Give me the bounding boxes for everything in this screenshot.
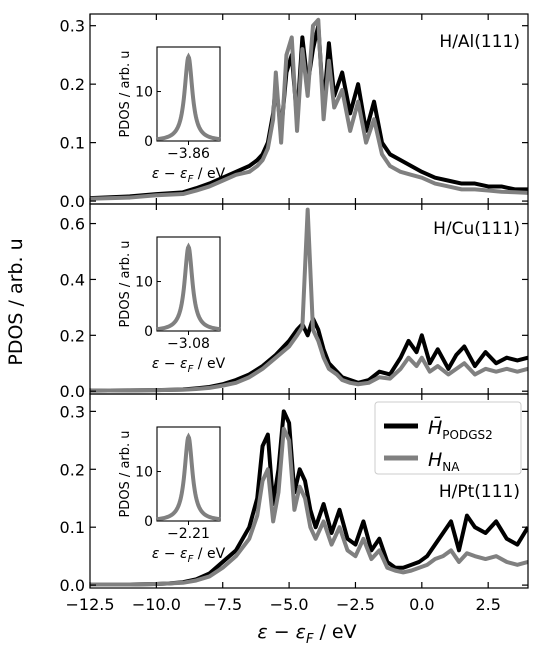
y-tick-label: 0.1 — [60, 518, 85, 537]
inset-y-tick-label: 0 — [144, 134, 153, 150]
x-tick-label: −10.0 — [132, 595, 181, 614]
y-tick-label: 0.6 — [60, 215, 85, 234]
inset-x-tick-label: −2.21 — [167, 526, 210, 542]
y-tick-label: 0.1 — [60, 134, 85, 153]
legend-label-podgs2: H̄PODGS2 — [428, 415, 493, 442]
legend-label-na-sub: NA — [442, 460, 460, 474]
x-tick-label: 0.0 — [409, 595, 434, 614]
inset-plot: 0 10 −3.86 ε − εF / eV PDOS / arb. u — [118, 46, 226, 185]
legend: H̄PODGS2 HNA — [374, 401, 522, 475]
y-tick-label: 0.0 — [60, 192, 85, 211]
series-line-na — [90, 207, 528, 393]
series-line-na — [90, 17, 528, 201]
panel-h-pt111: 0.0 0.1 0.2 0.3 −12.5 −10.0 −7.5 −5.0 −2.5 0.0 2.5… — [60, 393, 529, 614]
y-tick-label: 0.4 — [60, 270, 85, 289]
inset-x-tick-label: −3.86 — [167, 146, 210, 162]
inset-plot: 0 10 −3.08 ε − εF / eV PDOS / arb. u — [118, 236, 226, 375]
inset-x-axis-label: ε − εF / eV — [152, 546, 226, 565]
y-tick-label: 0.0 — [60, 382, 85, 401]
inset-y-tick-label: 0 — [144, 324, 153, 340]
x-tick-label: 2.5 — [475, 595, 500, 614]
y-tick-label: 0.2 — [60, 326, 85, 345]
x-label-main: ε − ε — [257, 621, 306, 643]
legend-label-na-main: H — [428, 449, 442, 471]
inset-peak-line — [156, 242, 221, 332]
inset-y-tick-label: 10 — [135, 275, 153, 291]
panel-title: H/Cu(111) — [433, 219, 520, 239]
inset-x-tick-label: −3.08 — [167, 336, 210, 352]
panel-title: H/Pt(111) — [439, 482, 520, 502]
y-tick-label: 0.3 — [60, 17, 85, 36]
panel-h-al111: 0.0 0.1 0.2 0.3 H/Al(111) 0 10 −3.86 ε − εF / eV… — [60, 13, 529, 211]
x-tick-label: −12.5 — [65, 595, 114, 614]
series-line-na — [90, 426, 528, 587]
y-tick-label: 0.2 — [60, 460, 85, 479]
inset-y-axis-label: PDOS / arb. u — [118, 50, 133, 137]
inset-x-axis-label: ε − εF / eV — [152, 356, 226, 375]
panel-title: H/Al(111) — [439, 32, 520, 52]
y-tick-label: 0.0 — [60, 576, 85, 595]
x-tick-label: −5.0 — [270, 595, 309, 614]
inset-y-tick-label: 10 — [135, 465, 153, 481]
inset-plot: 0 10 −2.21 ε − εF / eV PDOS / arb. u — [118, 426, 226, 565]
x-tick-label: −7.5 — [203, 595, 242, 614]
inset-peak-line — [156, 432, 221, 522]
x-label-sub: F — [306, 632, 314, 647]
shared-y-axis-label: PDOS / arb. u — [5, 238, 27, 365]
y-tick-label: 0.2 — [60, 75, 85, 94]
inset-y-axis-label: PDOS / arb. u — [118, 240, 133, 327]
y-tick-label: 0.3 — [60, 402, 85, 421]
inset-peak-line — [156, 52, 221, 142]
inset-y-tick-label: 10 — [135, 85, 153, 101]
panel-h-cu111: 0.0 0.2 0.4 0.6 H/Cu(111) 0 10 −3.08 ε − εF / eV… — [60, 203, 529, 401]
inset-y-axis-label: PDOS / arb. u — [118, 430, 133, 517]
series-line-podgs2 — [90, 316, 528, 393]
legend-label-podgs2-main: H̄ — [428, 415, 442, 439]
inset-y-tick-label: 0 — [144, 514, 153, 530]
inset-x-axis-label: ε − εF / eV — [152, 166, 226, 185]
x-tick-label: −2.5 — [336, 595, 375, 614]
x-label-unit: / eV — [313, 621, 356, 643]
legend-label-na: HNA — [428, 449, 460, 474]
series-line-podgs2 — [90, 409, 528, 587]
legend-label-podgs2-sub: PODGS2 — [442, 428, 492, 442]
shared-x-axis-label: ε − εF / eV — [257, 621, 356, 647]
axes-frame — [89, 393, 529, 589]
